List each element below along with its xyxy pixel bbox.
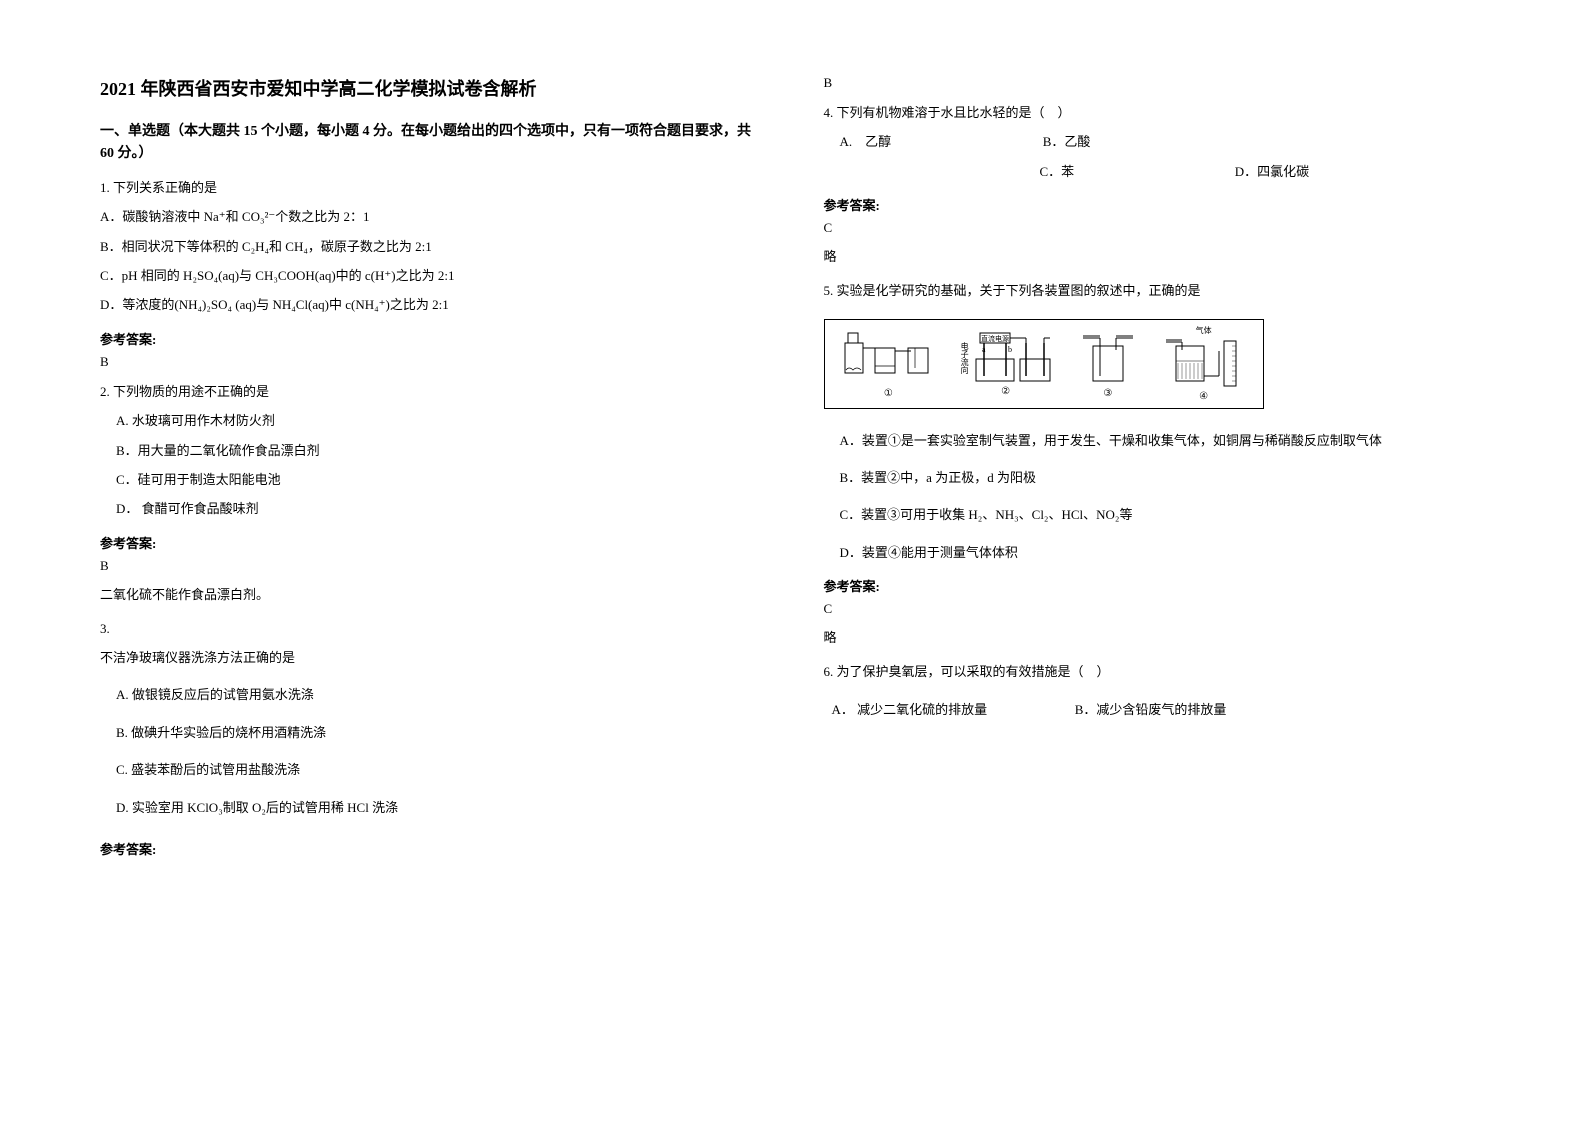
apparatus-2: 电子流向 直流电源 a b ②	[959, 331, 1052, 397]
q4-options-row2: C．苯 D．四氯化碳	[824, 160, 1488, 183]
q3-stem2: 不洁净玻璃仪器洗涤方法正确的是	[100, 646, 764, 669]
q5-explanation: 略	[824, 627, 1488, 646]
q1-option-d: D．等浓度的(NH₄)₂SO₄ (aq)与 NH₄Cl(aq)中 c(NH₄⁺)…	[100, 293, 764, 316]
gas-label: 气体	[1196, 325, 1212, 336]
q2-option-a: A. 水玻璃可用作木材防火剂	[116, 409, 764, 432]
q4-options-row1: A. 乙醇 B．乙酸	[840, 130, 1488, 153]
q4-answer: C	[824, 220, 1488, 236]
q3-stem: 3.	[100, 617, 764, 640]
q6-options: A． 减少二氧化硫的排放量 B．减少含铅废气的排放量	[832, 698, 1488, 721]
apparatus-4-label: ④	[1199, 391, 1208, 402]
q1-stem: 1. 下列关系正确的是	[100, 176, 764, 199]
apparatus-4: 气体	[1164, 325, 1244, 402]
apparatus-3: ③	[1078, 328, 1138, 399]
q1-option-b: B．相同状况下等体积的 C₂H₄和 CH₄，碳原子数之比为 2:1	[100, 235, 764, 258]
q3-option-c: C. 盛装苯酚后的试管用盐酸洗涤	[116, 758, 764, 781]
apparatus-1: ①	[843, 328, 933, 399]
q4-option-a: A. 乙醇	[840, 130, 1040, 153]
q3-answer: B	[824, 75, 1488, 91]
q5-stem: 5. 实验是化学研究的基础，关于下列各装置图的叙述中，正确的是	[824, 279, 1488, 302]
q4-option-d: D．四氯化碳	[1105, 160, 1309, 183]
q5-option-d: D．装置④能用于测量气体体积	[840, 541, 1488, 564]
apparatus-3-icon	[1078, 328, 1138, 388]
q5-option-c: C．装置③可用于收集 H₂、NH₃、Cl₂、HCl、NO₂等	[840, 503, 1488, 526]
apparatus-2-label: ②	[1001, 386, 1010, 397]
q5-answer-label: 参考答案:	[824, 576, 1488, 595]
q4-explanation: 略	[824, 246, 1488, 265]
q2-answer-label: 参考答案:	[100, 533, 764, 552]
q4-answer-label: 参考答案:	[824, 195, 1488, 214]
q6-option-a: A． 减少二氧化硫的排放量	[832, 698, 1072, 721]
apparatus-1-label: ①	[884, 388, 893, 399]
svg-text:a: a	[982, 345, 986, 354]
q6-option-b: B．减少含铅废气的排放量	[1075, 702, 1227, 717]
q2-option-d: D． 食醋可作食品酸味剂	[116, 497, 764, 520]
q5-answer: C	[824, 601, 1488, 617]
q2-option-c: C．硅可用于制造太阳能电池	[116, 468, 764, 491]
section-1-header: 一、单选题（本大题共 15 个小题，每小题 4 分。在每小题给出的四个选项中，只…	[100, 121, 764, 166]
q2-answer: B	[100, 558, 764, 574]
q5-option-b: B．装置②中，a 为正极，d 为阳极	[840, 466, 1488, 489]
left-column: 2021 年陕西省西安市爱知中学高二化学模拟试卷含解析 一、单选题（本大题共 1…	[100, 75, 764, 1047]
q4-stem: 4. 下列有机物难溶于水且比水轻的是（ ）	[824, 101, 1488, 124]
q2-explanation: 二氧化硫不能作食品漂白剂。	[100, 584, 764, 603]
q2-stem: 2. 下列物质的用途不正确的是	[100, 380, 764, 403]
apparatus-2-icon: 直流电源 a b	[972, 331, 1052, 386]
q2-option-b: B．用大量的二氧化硫作食品漂白剂	[116, 439, 764, 462]
svg-text:b: b	[1008, 345, 1012, 354]
q3-option-d: D. 实验室用 KClO₃制取 O₂后的试管用稀 HCl 洗涤	[116, 796, 764, 819]
q1-option-a: A．碳酸钠溶液中 Na⁺和 CO₃²⁻个数之比为 2：1	[100, 205, 764, 228]
q5-diagram: ① 电子流向 直流电源 a b	[824, 319, 1264, 409]
apparatus-3-label: ③	[1103, 388, 1112, 399]
apparatus-1-icon	[843, 328, 933, 388]
apparatus-4-icon	[1164, 336, 1244, 391]
right-column: B 4. 下列有机物难溶于水且比水轻的是（ ） A. 乙醇 B．乙酸 C．苯 D…	[824, 75, 1488, 1047]
q1-answer-label: 参考答案:	[100, 329, 764, 348]
elec-label: 电子流向	[959, 342, 970, 374]
q5-option-a: A．装置①是一套实验室制气装置，用于发生、干燥和收集气体，如铜屑与稀硝酸反应制取…	[840, 429, 1488, 452]
exam-title: 2021 年陕西省西安市爱知中学高二化学模拟试卷含解析	[100, 75, 764, 101]
q6-stem: 6. 为了保护臭氧层，可以采取的有效措施是（ ）	[824, 660, 1488, 683]
q1-option-c: C．pH 相同的 H₂SO₄(aq)与 CH₃COOH(aq)中的 c(H⁺)之…	[100, 264, 764, 287]
q3-answer-label: 参考答案:	[100, 839, 764, 858]
q3-option-b: B. 做碘升华实验后的烧杯用酒精洗涤	[116, 721, 764, 744]
dc-label: 直流电源	[981, 334, 1009, 343]
q1-answer: B	[100, 354, 764, 370]
q3-option-a: A. 做银镜反应后的试管用氨水洗涤	[116, 683, 764, 706]
q4-option-c: C．苯	[824, 160, 1102, 183]
q4-option-b: B．乙酸	[1043, 134, 1091, 149]
